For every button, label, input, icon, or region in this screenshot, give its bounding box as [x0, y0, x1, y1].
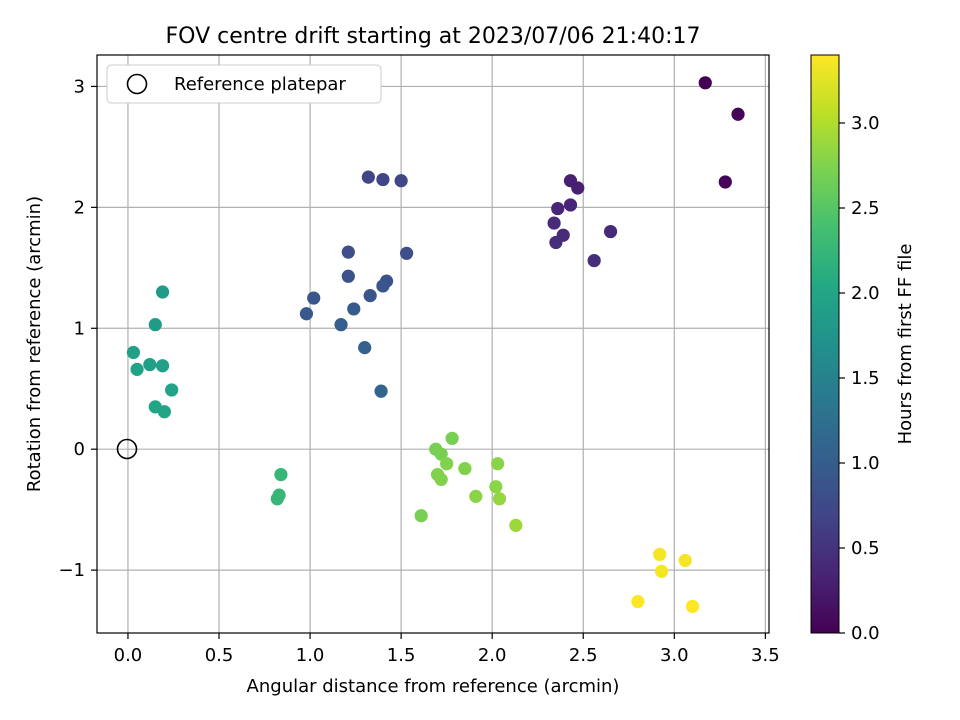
data-point: [678, 553, 692, 568]
data-point: [718, 175, 732, 189]
x-tick-label: 2.0: [478, 645, 507, 666]
y-axis-ticks: −1 0 1 2 3: [58, 76, 97, 581]
x-tick-label: 1.5: [387, 645, 416, 666]
data-point: [414, 509, 428, 523]
data-point: [334, 318, 348, 332]
legend: Reference platepar: [106, 64, 382, 104]
data-point: [731, 107, 745, 121]
colorbar-label: Hours from first FF file: [895, 244, 916, 445]
data-point: [299, 307, 314, 321]
data-point: [376, 279, 390, 293]
colorbar-ticks: 0.0 0.5 1.0 1.5 2.0 2.5 3.0: [839, 113, 880, 644]
data-point: [307, 291, 321, 305]
data-point: [563, 198, 578, 212]
colorbar-tick-label: 0.5: [851, 538, 880, 559]
data-point: [143, 357, 157, 372]
x-tick-label: 3.5: [751, 645, 780, 666]
data-point: [361, 170, 375, 184]
plot-frame: [96, 54, 770, 634]
y-axis-label: Rotation from reference (arcmin): [24, 196, 45, 492]
data-point: [547, 216, 561, 230]
x-axis-ticks: 0.0 0.5 1.0 1.5 2.0 2.5 3.0 3.5: [114, 633, 780, 666]
colorbar-tick-label: 3.0: [851, 113, 880, 134]
data-points: [126, 76, 745, 613]
data-point: [571, 181, 585, 195]
data-point: [363, 289, 377, 303]
data-point: [489, 480, 503, 494]
data-point: [157, 405, 171, 419]
x-tick-label: 1.0: [296, 645, 325, 666]
y-tick-label: −1: [58, 560, 85, 581]
colorbar-tick-label: 1.5: [851, 368, 880, 389]
data-point: [347, 302, 361, 316]
data-point: [341, 245, 355, 259]
data-point: [549, 235, 563, 250]
legend-box: [106, 64, 382, 104]
x-tick-label: 0.5: [205, 645, 234, 666]
data-point: [445, 431, 459, 445]
y-tick-label: 1: [74, 318, 85, 339]
colorbar-tick-label: 2.0: [851, 283, 880, 304]
data-point: [551, 201, 565, 216]
data-point: [440, 457, 454, 471]
x-tick-label: 2.5: [569, 645, 598, 666]
data-point: [603, 224, 618, 239]
data-point: [376, 172, 390, 187]
data-point: [654, 564, 669, 578]
data-point: [126, 345, 141, 360]
data-point: [130, 362, 144, 376]
y-tick-label: 2: [74, 197, 85, 218]
data-point: [434, 447, 448, 461]
data-point: [492, 492, 507, 506]
data-point: [399, 246, 414, 260]
colorbar-tick-label: 0.0: [851, 623, 880, 644]
data-point: [148, 318, 162, 332]
data-point: [270, 492, 284, 506]
chart-title: FOV centre drift starting at 2023/07/06 …: [166, 24, 701, 49]
colorbar-tick-label: 1.0: [851, 453, 880, 474]
grid: [97, 55, 769, 633]
data-point: [458, 461, 472, 476]
colorbar: [810, 54, 840, 634]
data-point: [685, 599, 700, 613]
data-point: [434, 472, 448, 487]
data-point: [653, 547, 667, 562]
y-tick-label: 0: [74, 439, 85, 460]
data-point: [469, 489, 483, 503]
data-point: [491, 457, 505, 471]
data-point: [341, 269, 355, 283]
x-axis-label: Angular distance from reference (arcmin): [247, 676, 620, 697]
data-point: [155, 359, 170, 373]
data-point: [274, 467, 288, 482]
data-point: [509, 518, 523, 532]
x-tick-label: 0.0: [114, 645, 143, 666]
data-point: [358, 341, 372, 355]
data-point: [631, 594, 645, 609]
legend-entry-reference: Reference platepar: [174, 74, 346, 95]
data-point: [155, 285, 170, 299]
data-point: [698, 76, 712, 90]
colorbar-tick-label: 2.5: [851, 198, 880, 219]
legend-reference-marker: [126, 73, 148, 95]
reference-platepar-marker: [116, 438, 138, 460]
data-point: [165, 383, 179, 397]
data-point: [587, 253, 601, 268]
x-tick-label: 3.0: [660, 645, 689, 666]
data-point: [374, 384, 388, 398]
y-tick-label: 3: [74, 76, 85, 97]
data-point: [394, 174, 408, 188]
